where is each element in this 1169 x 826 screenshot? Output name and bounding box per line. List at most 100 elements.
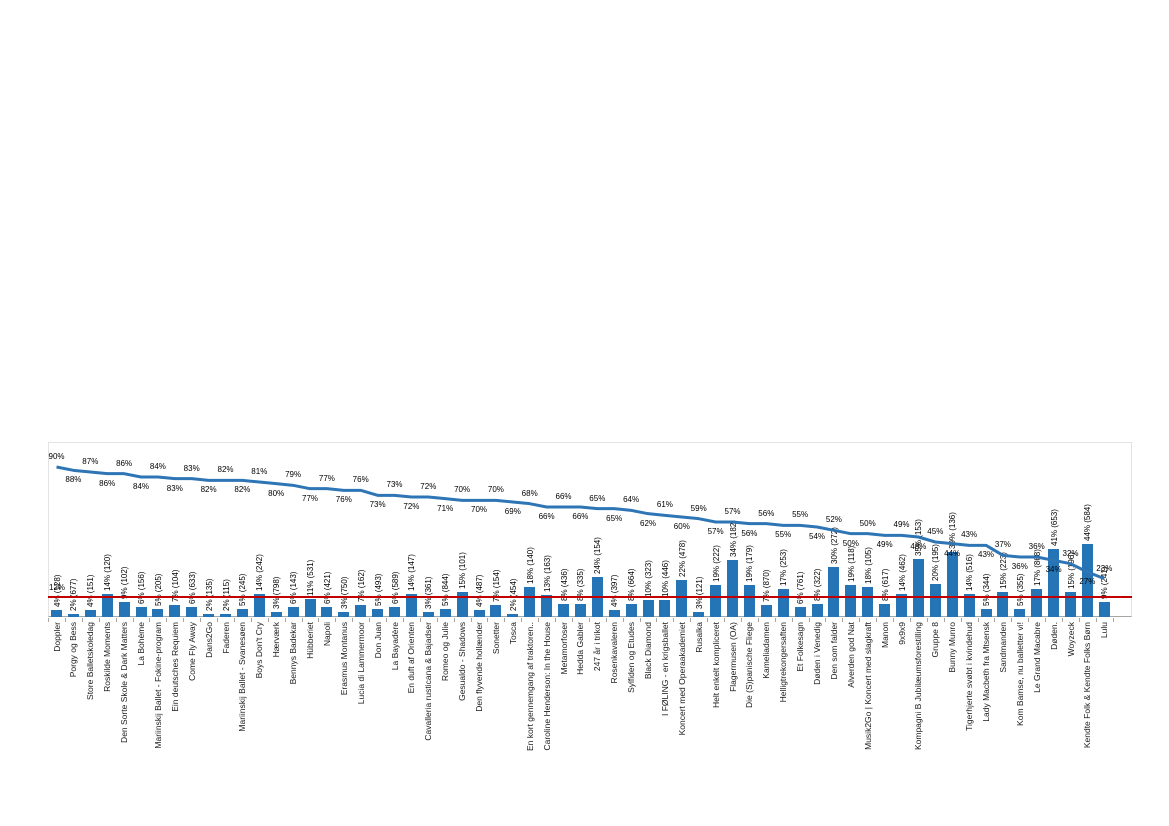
bar [1048,548,1060,617]
line-value-label: 66% [572,512,589,521]
line-value-label: 43% [977,550,995,560]
line-value-label: 56% [758,508,775,518]
line-value-label: 36% [1028,542,1045,551]
bar [84,610,96,617]
line-value-label: 37% [994,540,1011,550]
axis-tick [774,618,776,622]
line-value-label: 70% [487,485,504,495]
line-value-label: 76% [335,495,352,505]
axis-tick [1078,618,1080,622]
bar [879,603,891,617]
line-value-label: 57% [724,507,741,516]
axis-tick [994,618,996,622]
line-value-label: 88% [65,475,82,485]
line-value-label: 65% [589,493,606,503]
bar [659,600,671,617]
axis-tick [149,618,151,622]
line-value-label: 64% [623,495,640,505]
line-value-label: 87% [82,457,99,466]
line-value-label: 55% [775,530,792,540]
reference-line [48,596,1132,598]
axis-tick [605,618,607,622]
axis-tick [48,618,50,622]
axis-tick [487,618,489,622]
bar [439,608,451,617]
line-value-label: 83% [166,483,183,493]
axis-tick [98,618,100,622]
axis-tick [284,618,286,622]
axis-tick [943,618,945,622]
bar [405,593,417,617]
line-value-label: 79% [285,470,302,480]
line-value-label: 86% [99,478,116,488]
bar [642,600,654,617]
bar [760,605,772,617]
axis-tick [504,618,506,622]
bar [1065,592,1076,617]
bar [507,613,519,617]
axis-tick [233,618,235,622]
axis-tick [859,618,861,622]
axis-tick [402,618,404,622]
line-value-label: 52% [825,515,842,525]
category-label: Lulu [1099,622,1110,639]
axis-tick [707,618,709,622]
bar-value-label: 44% (584) [1083,503,1093,541]
axis-tick [842,618,844,622]
line-value-label: 65% [606,513,623,523]
line-value-label: 56% [741,528,758,538]
line-value-label: 82% [217,465,234,475]
axis-tick [318,618,320,622]
line-value-label: 82% [234,485,251,495]
plot-area [48,442,1132,617]
bar [777,588,789,617]
axis-tick [386,618,388,622]
line-value-label: 82% [200,485,217,495]
axis-tick [673,618,675,622]
bar [676,580,688,617]
axis-tick [217,618,219,622]
bar [456,592,468,617]
bar [152,608,164,617]
bar [135,607,147,617]
axis-tick [538,618,540,622]
line-value-label: 70% [470,505,488,515]
category-label: Kendte Folk & Kendte Folks Børn [1082,622,1093,749]
bar [541,595,553,617]
bar [828,567,840,617]
axis-tick [926,618,928,622]
axis-tick [166,618,168,622]
axis-tick [1011,618,1013,622]
axis-tick [81,618,83,622]
axis-tick [977,618,979,622]
bar [625,603,637,617]
line-value-label: 62% [639,518,657,528]
bar [338,612,350,617]
bar [963,593,975,617]
axis-tick [555,618,557,622]
axis-tick [419,618,421,622]
bar [574,603,586,617]
line-value-label: 55% [792,510,809,520]
line-value-label: 54% [808,532,826,541]
axis-tick [200,618,202,622]
line-value-label: 84% [132,482,150,491]
bar [422,612,434,617]
bar [67,613,79,617]
bar [727,560,738,617]
axis-tick [1062,618,1064,622]
line-value-label: 70% [454,485,471,495]
bar [220,613,231,617]
line-value-label: 66% [538,512,555,521]
axis-tick [808,618,810,622]
axis-tick [521,618,523,622]
axis-tick [909,618,911,622]
bar [524,587,536,617]
axis-tick [250,618,252,622]
axis-tick [825,618,827,622]
axis-tick [64,618,66,622]
line-value-label: 32% [1062,548,1079,558]
axis-tick [436,618,438,622]
line-value-label: 43% [961,530,978,540]
line-value-label: 83% [183,463,200,473]
